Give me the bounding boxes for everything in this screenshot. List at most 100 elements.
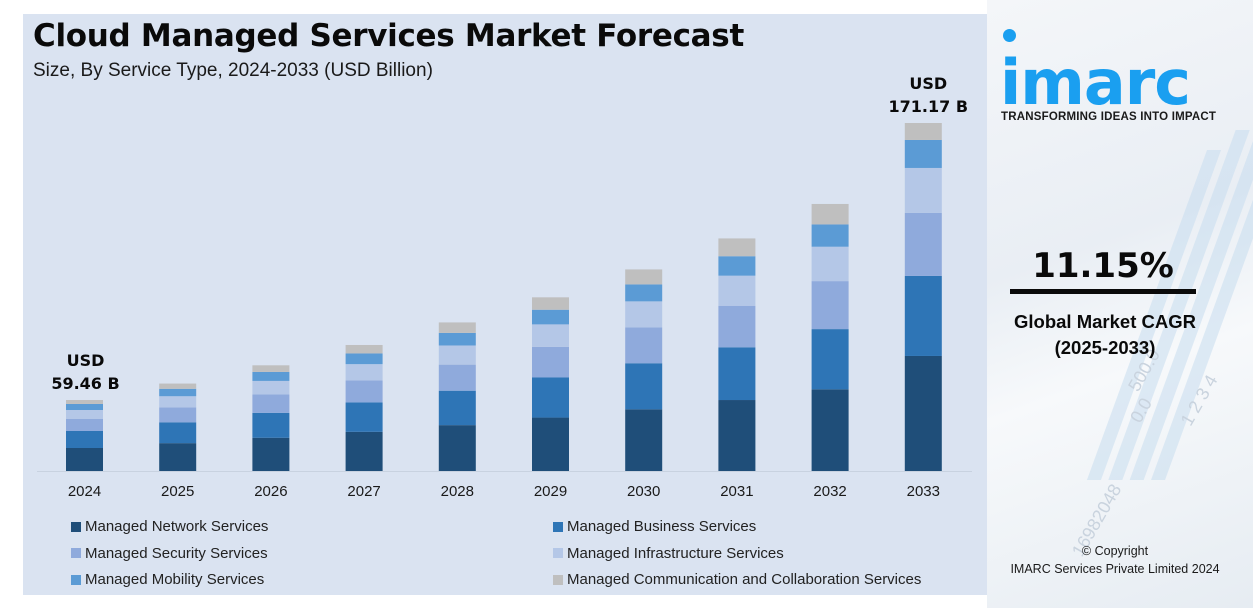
- cagr-divider: [1010, 289, 1196, 294]
- bar-segment-2031-3: [718, 275, 756, 306]
- cagr-value: 11.15%: [1032, 246, 1174, 286]
- legend-item: Managed Business Services: [553, 518, 756, 535]
- legend-item: Managed Network Services: [71, 518, 268, 535]
- legend-label: Managed Network Services: [85, 518, 269, 535]
- x-tick-label: 2026: [254, 483, 287, 500]
- bar-segment-2026-1: [252, 412, 290, 438]
- bar-segment-2032-4: [811, 224, 849, 247]
- bar-segment-2028-5: [438, 322, 476, 333]
- cagr-label-line2: (2025-2033): [1054, 337, 1156, 358]
- bar-segment-2029-1: [532, 377, 569, 418]
- total-annotation-value: 59.46 B: [51, 374, 119, 393]
- bar-segment-2033-4: [904, 139, 942, 168]
- bar-segment-2025-1: [159, 422, 197, 444]
- x-tick-label: 2025: [161, 483, 194, 500]
- total-annotation-currency: USD: [67, 351, 105, 370]
- bar-segment-2026-3: [252, 380, 290, 395]
- bar-segment-2026-0: [252, 437, 290, 471]
- copyright-line1: © Copyright: [1081, 544, 1149, 558]
- bar-segment-2032-0: [811, 389, 849, 471]
- legend-label: Managed Infrastructure Services: [567, 544, 784, 562]
- bar-segment-2026-2: [252, 394, 290, 413]
- legend-swatch: [553, 521, 563, 532]
- cagr-label-line1: Global Market CAGR: [1014, 311, 1196, 332]
- branding-sidebar: 500.0 0.0 1 2 3 4 16982048: [987, 0, 1253, 608]
- bar-segment-2025-0: [159, 443, 197, 471]
- bar-segment-2025-2: [159, 407, 197, 423]
- stacked-bar-chart: 2024 2025 2026 2027 2028 2029 2030 2031 2032 2033…: [37, 74, 972, 500]
- bar-segment-2028-4: [438, 332, 476, 346]
- chart-title: Cloud Managed Services Market Forecast: [33, 18, 744, 54]
- legend-item: Managed Communication and Collaboration …: [553, 571, 921, 588]
- bar-segment-2031-0: [718, 400, 756, 471]
- bar-segment-2027-1: [345, 402, 383, 432]
- bar-segment-2026-4: [252, 371, 290, 381]
- bar-segment-2024-1: [66, 431, 103, 448]
- bar-segment-2025-3: [159, 396, 197, 408]
- bar-segment-2026-5: [252, 365, 290, 372]
- legend-swatch: [71, 548, 81, 558]
- bar-segment-2033-2: [904, 212, 942, 276]
- copyright: © Copyright IMARC Services Private Limit…: [990, 542, 1240, 578]
- bar-segment-2032-5: [811, 203, 849, 225]
- bar-segment-2031-4: [718, 256, 756, 276]
- bar-segment-2031-1: [718, 347, 756, 401]
- bar-segment-2027-0: [345, 431, 383, 471]
- x-tick-label: 2030: [627, 483, 660, 500]
- bar-segment-2029-3: [532, 324, 569, 347]
- bar-segment-2033-0: [904, 355, 942, 471]
- bar-segment-2028-1: [438, 390, 476, 426]
- legend-swatch: [553, 574, 563, 585]
- x-tick-label: 2024: [68, 483, 101, 500]
- logo-tagline: TRANSFORMING IDEAS INTO IMPACT: [1001, 111, 1217, 123]
- bar-segment-2033-1: [904, 275, 942, 356]
- bar-segment-2031-2: [718, 305, 756, 348]
- legend-item: Managed Infrastructure Services: [553, 545, 784, 562]
- legend-item: Managed Mobility Services: [71, 571, 264, 588]
- total-annotation-value: 171.17 B: [889, 97, 969, 116]
- x-tick-label: 2033: [907, 483, 940, 500]
- copyright-line2: IMARC Services Private Limited 2024: [1010, 562, 1220, 576]
- legend-item: Managed Security Services: [71, 545, 268, 562]
- bar-segment-2028-3: [438, 345, 476, 365]
- legend-swatch: [71, 521, 81, 532]
- imarc-logo: imarc: [1000, 46, 1191, 119]
- bar-segment-2024-3: [66, 409, 103, 419]
- legend-label: Managed Communication and Collaboration …: [567, 571, 922, 588]
- bar-segment-2033-5: [904, 123, 942, 140]
- x-tick-label: 2031: [720, 483, 753, 500]
- bar-segment-2030-5: [625, 269, 663, 285]
- legend-label: Managed Security Services: [85, 544, 268, 562]
- bar-segment-2029-2: [532, 346, 569, 378]
- bar-segment-2025-4: [159, 388, 197, 397]
- legend-swatch: [553, 548, 563, 558]
- bar-segment-2027-3: [345, 364, 383, 381]
- bar-segment-2027-2: [345, 380, 383, 403]
- bar-segment-2032-2: [811, 281, 849, 330]
- bar-segment-2030-4: [625, 284, 663, 302]
- logo-dot: [1003, 29, 1016, 42]
- bar-segment-2032-3: [811, 246, 849, 282]
- bar-segment-2030-1: [625, 363, 663, 410]
- bar-segment-2029-5: [532, 297, 569, 310]
- x-tick-label: 2027: [347, 483, 380, 500]
- bar-segment-2027-5: [345, 344, 383, 354]
- x-tick-label: 2032: [813, 483, 846, 500]
- bar-segment-2024-0: [66, 448, 103, 471]
- bar-segment-2030-2: [625, 327, 663, 364]
- bar-segment-2027-4: [345, 353, 383, 365]
- chart-subtitle: Size, By Service Type, 2024-2033 (USD Bi…: [33, 60, 433, 81]
- bar-segment-2024-4: [66, 403, 103, 410]
- bar-segment-2030-0: [625, 409, 663, 471]
- bar-segment-2032-1: [811, 329, 849, 390]
- legend-swatch: [71, 574, 81, 585]
- x-tick-label: 2029: [534, 483, 567, 500]
- x-tick-label: 2028: [441, 483, 474, 500]
- legend-label: Managed Business Services: [567, 518, 757, 535]
- bar-segment-2033-3: [904, 167, 942, 213]
- legend-label: Managed Mobility Services: [85, 571, 265, 588]
- cagr-label: Global Market CAGR (2025-2033): [990, 309, 1220, 361]
- bar-segment-2029-4: [532, 309, 569, 325]
- bar-segment-2024-2: [66, 419, 103, 431]
- bar-segment-2025-5: [159, 383, 197, 389]
